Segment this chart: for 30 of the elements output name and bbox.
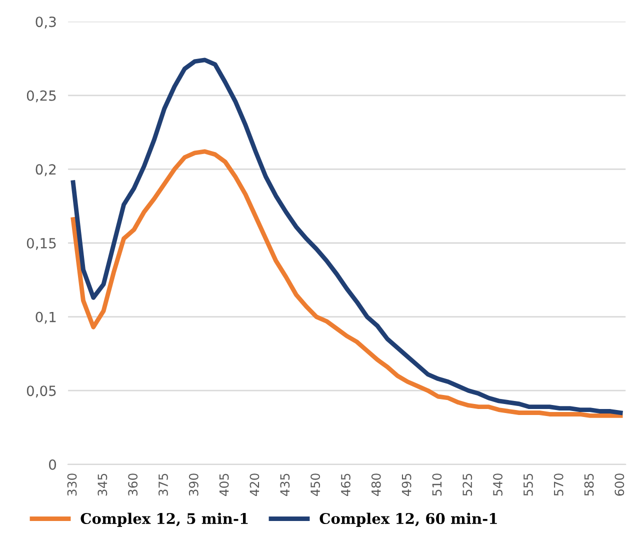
- x-tick-label: 435: [280, 474, 290, 496]
- x-tick-label: 450: [310, 474, 320, 496]
- x-tick-label: 330: [67, 474, 77, 496]
- x-tick-label: 360: [128, 474, 138, 496]
- y-tick-label: 0,2: [36, 164, 56, 176]
- line-series: [70, 149, 623, 418]
- legend-label: Complex 12, 5 min-1: [80, 512, 248, 527]
- x-tick-label: 390: [188, 474, 198, 496]
- x-tick-label: 585: [584, 474, 594, 496]
- y-tick-label: 0,1: [36, 312, 56, 324]
- y-tick-label: 0,05: [26, 386, 56, 398]
- x-tick-label: 510: [432, 474, 442, 496]
- legend-label: Complex 12, 60 min-1: [320, 512, 497, 527]
- x-tick-label: 420: [250, 474, 260, 496]
- x-tick-label: 405: [219, 474, 229, 496]
- line-series: [70, 58, 623, 415]
- x-tick-label: 465: [340, 474, 350, 496]
- x-tick-label: 540: [493, 474, 502, 496]
- x-tick-label: 525: [462, 474, 472, 496]
- y-tick-label: 0: [49, 459, 56, 470]
- y-tick-label: 0,3: [36, 16, 56, 28]
- y-tick-label: 0,15: [26, 238, 56, 250]
- x-tick-label: 495: [402, 474, 412, 496]
- x-tick-label: 570: [554, 474, 564, 496]
- x-tick-label: 480: [371, 474, 381, 496]
- x-tick-label: 345: [98, 474, 108, 496]
- x-tick-label: 375: [158, 474, 168, 496]
- y-tick-label: 0,25: [26, 90, 56, 102]
- x-tick-label: 600: [614, 474, 624, 496]
- x-tick-label: 555: [524, 474, 533, 496]
